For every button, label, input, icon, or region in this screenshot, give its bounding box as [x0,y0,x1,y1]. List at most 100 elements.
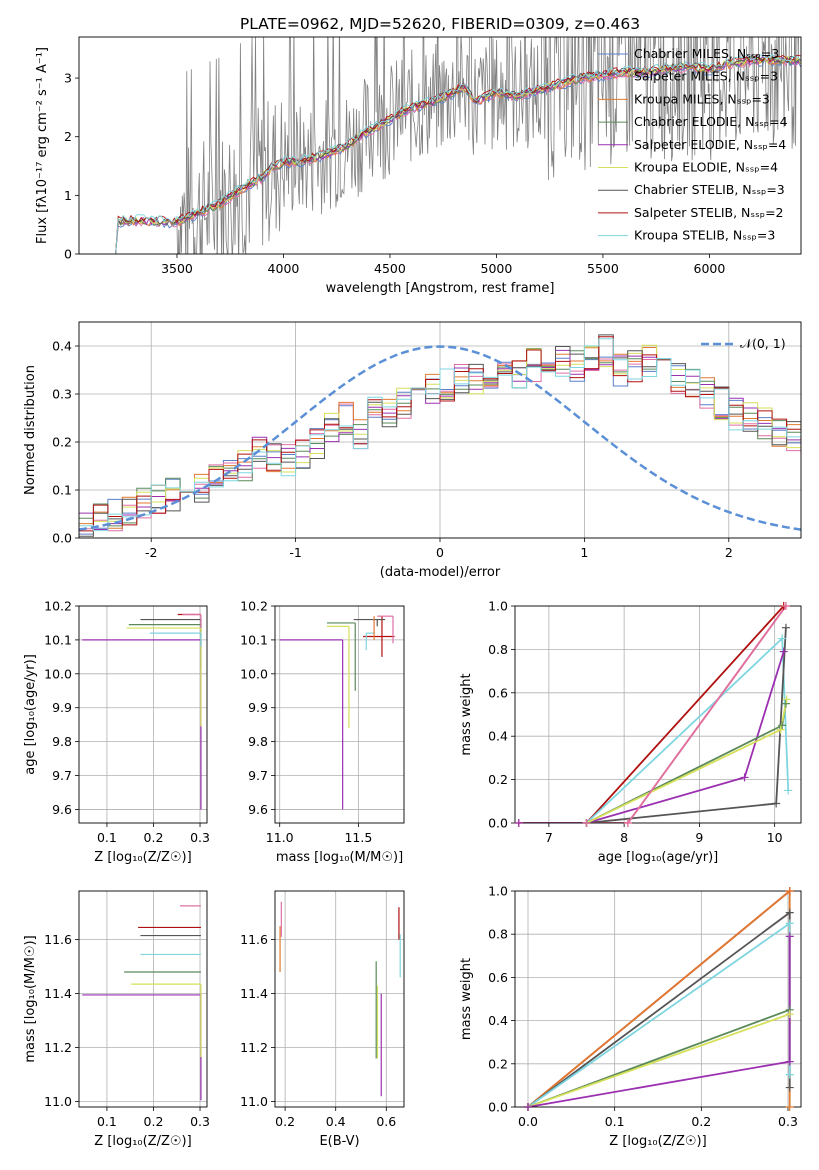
legend-entry: Salpeter ELODIE, Nₛₛₚ=4 [634,137,786,152]
axes-frame [78,36,802,255]
axes-age_vs_mass: 11.0 11.5 9.6 9.7 9.8 9.9 10.0 10.1 10.2 mass [lo… [240,599,405,865]
x-tick-label: 0.2 [275,1114,295,1129]
y-tick-label: 0.0 [52,531,72,546]
legend-entry: 𝒩(0, 1) [740,336,786,351]
legend-entry: Chabrier MILES, Nₛₛₚ=3 [634,46,779,61]
plot-area [275,891,404,1107]
legend-entry: Salpeter STELIB, Nₛₛₚ=2 [634,205,784,220]
x-tick-label: 0.3 [778,1114,798,1129]
y-tick-label: 10.0 [240,666,268,681]
y-tick-label: 11.0 [240,1094,268,1109]
histogram-step-line [79,338,801,532]
x-tick-label: 0.1 [97,830,117,845]
y-tick-label: 0.3 [52,387,72,402]
y-tick-label: 0.2 [488,772,508,787]
y-tick-label: 0.6 [488,685,508,700]
axes-frame [514,890,802,1108]
axes-frame [78,321,802,539]
y-tick-label: 10.2 [240,599,268,614]
x-axis-label: mass [log₁₀(M/M☉)] [276,850,403,865]
x-tick-label: 8 [620,830,628,845]
y-tick-label: 2 [64,129,72,144]
mass-weight-marker [785,1010,794,1019]
x-tick-label: 0.1 [605,1114,625,1129]
y-axis-label: age [log₁₀(age/yr)] [23,654,38,775]
figure-title: PLATE=0962, MJD=52620, FIBERID=0309, z=0… [240,15,640,33]
mass-weight-marker [782,695,791,704]
axes-mass_vs_Z: 0.1 0.2 0.3 11.0 11.2 11.4 11.6 Z [log₁₀(Z/Z☉)]… [23,890,210,1149]
mass-weight-marker [776,725,785,734]
y-tick-label: 0.2 [52,435,72,450]
x-tick-label: 5500 [587,261,619,276]
mass-weight-line [586,606,787,823]
x-tick-label: 0.2 [691,1114,711,1129]
mass-weight-marker [582,819,591,827]
y-tick-label: 1.0 [488,599,508,614]
x-tick-label: -2 [145,545,157,560]
x-tick-label: 4000 [268,261,300,276]
mass-weight-marker [781,623,790,632]
y-tick-label: 9.6 [248,802,268,817]
y-tick-label: 10.0 [44,666,72,681]
mass-weight-marker [740,773,749,782]
y-tick-label: 0.8 [488,642,508,657]
y-tick-label: 9.8 [52,734,72,749]
axes-frame [514,605,802,824]
histogram-step-line [79,334,801,537]
y-tick-label: 0.2 [488,1056,508,1071]
y-tick-label: 11.6 [44,932,72,947]
legend-entry: Chabrier ELODIE, Nₛₛₚ=4 [634,114,788,129]
mass-weight-marker [784,786,793,795]
mass-weight-line [527,921,791,1107]
y-tick-label: 11.4 [240,986,268,1001]
y-axis-label: Flux [fλ10⁻¹⁷ erg cm⁻² s⁻¹ A⁻¹] [35,47,50,244]
y-tick-label: 11.6 [240,932,268,947]
legend-entry: Kroupa ELODIE, Nₛₛₚ=4 [634,160,778,175]
plot-area [515,606,801,823]
mass-weight-marker [785,908,794,917]
y-tick-label: 10.2 [44,599,72,614]
plot-area [79,322,801,538]
y-axis-label: mass weight [459,958,474,1040]
mass-weight-marker [785,919,794,928]
y-tick-label: 9.9 [248,700,268,715]
y-tick-label: 11.0 [44,1094,72,1109]
axes-residuals: -2 -1 0 1 2 0.0 0.1 0.2 0.3 0.4 (data-model)/error… [23,321,802,580]
axes-mass_vs_EBV: 0.2 0.4 0.6 11.0 11.2 11.4 11.6 E(B-V) [240,890,405,1149]
mass-weight-marker [785,1057,794,1066]
mass-weight-marker [779,647,788,656]
x-tick-label: 11.5 [344,830,372,845]
x-axis-label: E(B-V) [319,1134,359,1149]
y-tick-label: 10.1 [240,632,268,647]
x-tick-label: 0.4 [326,1114,346,1129]
plot-area [79,606,207,823]
y-tick-label: 3 [64,71,72,86]
x-tick-label: 9 [695,830,703,845]
y-tick-label: 0 [64,247,72,262]
x-tick-label: 2 [725,545,733,560]
x-tick-label: 0.1 [97,1114,117,1129]
y-axis-label: Normed distribution [23,365,38,495]
x-tick-label: 0.2 [144,1114,164,1129]
x-axis-label: Z [log₁₀(Z/Z☉)] [609,1134,706,1149]
mass-weight-line [518,651,785,823]
mass-weight-marker [772,799,781,808]
x-tick-label: -1 [289,545,301,560]
x-tick-label: 0 [436,545,444,560]
mass-weight-marker [785,1070,794,1079]
y-axis-label: mass weight [459,673,474,755]
y-tick-label: 0.6 [488,970,508,985]
legend-entry: Kroupa STELIB, Nₛₛₚ=3 [634,228,775,243]
axes-weight_vs_Z: 0.0 0.1 0.2 0.3 0.0 0.2 0.4 0.6 0.8 1.0 Z [log₁₀(Z… [459,884,802,1149]
axes-frame [274,605,405,824]
legend: Chabrier MILES, Nₛₛₚ=3 Salpeter MILES, Nₛ… [598,46,788,243]
mass-weight-marker [778,634,787,643]
axes-age_vs_Z: 0.1 0.2 0.3 9.6 9.7 9.8 9.9 10.0 10.1 10.2 Z [log₁… [23,599,210,866]
legend-entry: Chabrier STELIB, Nₛₛₚ=3 [634,182,785,197]
normal-distribution-curve [79,345,801,531]
legend-entry: Kroupa MILES, Nₛₛₚ=3 [634,91,770,106]
mass-weight-marker [785,932,794,941]
y-tick-label: 9.9 [52,700,72,715]
mass-weight-marker [785,1083,794,1092]
axes-frame [78,605,208,824]
